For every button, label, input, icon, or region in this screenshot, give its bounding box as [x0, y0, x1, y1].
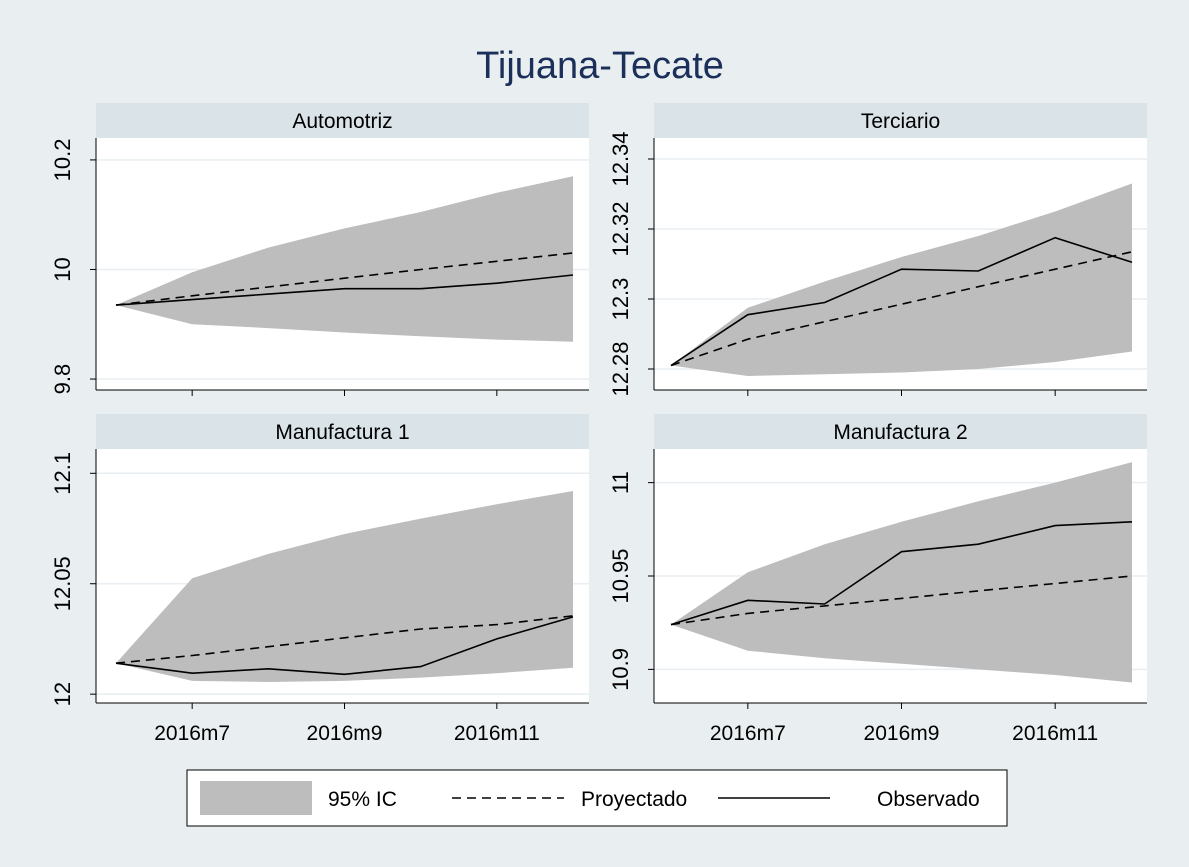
ci-band	[671, 183, 1132, 376]
y-tick-label: 12.3	[608, 278, 633, 321]
y-tick-label: 12.05	[50, 556, 75, 611]
figure-title: Tijuana-Tecate	[476, 45, 724, 87]
observed-line	[670, 521, 1133, 626]
x-tick-label: 2016m9	[307, 722, 383, 745]
y-tick-label: 12	[50, 682, 75, 706]
panel-header	[654, 103, 1147, 138]
y-tick-label: 12.32	[608, 201, 633, 256]
panel-title: Terciario	[861, 110, 940, 133]
y-tick-label: 12.1	[50, 452, 75, 495]
x-tick-label: 2016m7	[710, 722, 786, 745]
ci-band	[116, 491, 573, 682]
legend-box	[186, 769, 1008, 827]
panel-title: Manufactura 1	[275, 421, 409, 444]
legend-label: Observado	[877, 788, 980, 811]
y-tick-label: 10	[50, 257, 75, 281]
projected-line	[670, 251, 1133, 367]
y-tick-label: 11	[608, 471, 633, 494]
x-tick-label: 2016m9	[864, 722, 940, 745]
x-tick-label: 2016m11	[1012, 722, 1098, 745]
panel-terciario: 12.28 12.3 12.32 12.34 Terciario	[608, 103, 1147, 397]
panel-header	[96, 103, 589, 138]
panel-header	[654, 414, 1147, 449]
panels: 9.8 10 10.2 Automotriz 12.28 12.3 12.32 12.34 Te…	[50, 103, 1147, 745]
legend-key-band	[200, 781, 312, 815]
observed-line	[115, 616, 574, 676]
panel-header	[96, 414, 589, 449]
projected-line	[115, 615, 574, 664]
legend: 95% IC Proyectado Observado	[186, 769, 1008, 827]
y-tick-label: 10.2	[50, 138, 75, 181]
x-tick-label: 2016m11	[454, 722, 540, 745]
ci-band	[671, 462, 1132, 683]
projected-line	[115, 252, 574, 306]
x-tick-label: 2016m7	[154, 722, 230, 745]
y-tick-label: 12.28	[608, 341, 633, 396]
observed-line	[115, 274, 574, 306]
panel-manufactura-1: 12 12.05 12.1 2016m7 2016m9 2016m11 Manufactur…	[50, 414, 589, 745]
y-tick-label: 12.34	[608, 131, 633, 186]
legend-label: 95% IC	[328, 788, 397, 811]
panel-title: Automotriz	[292, 110, 392, 133]
ci-band	[116, 176, 573, 342]
y-tick-label: 9.8	[50, 364, 75, 395]
legend-label: Proyectado	[581, 788, 687, 811]
projected-line	[670, 575, 1133, 626]
y-tick-label: 10.9	[608, 648, 633, 691]
observed-line	[670, 236, 1133, 367]
y-tick-label: 10.95	[608, 548, 633, 603]
panel-automotriz: 9.8 10 10.2 Automotriz	[50, 103, 589, 396]
panel-manufactura-2: 10.9 10.95 11 2016m7 2016m9 2016m11 Manufactur…	[608, 414, 1147, 745]
panel-title: Manufactura 2	[833, 421, 967, 444]
